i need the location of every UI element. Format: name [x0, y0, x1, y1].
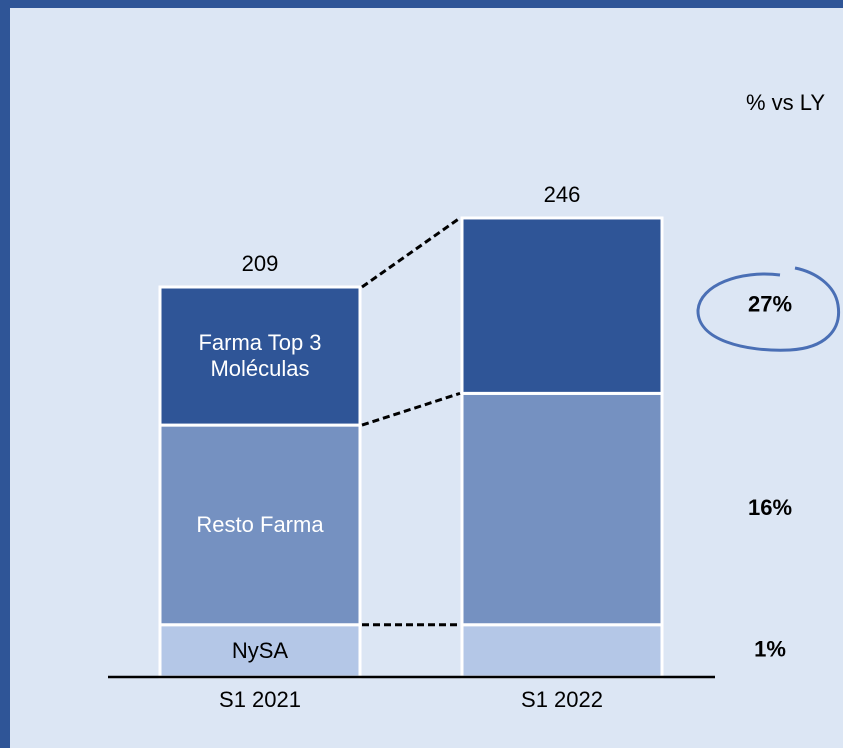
connector: [361, 216, 461, 289]
x-tick-label: S1 2022: [521, 687, 603, 712]
segment-label: Resto Farma: [196, 511, 324, 537]
highlight-circle: [696, 266, 841, 352]
change-label: 16%: [748, 495, 792, 520]
change-label: 1%: [754, 637, 786, 662]
segment-label: Farma Top 3 Moléculas: [198, 330, 322, 382]
bar-segment: [158, 285, 362, 427]
change-label: 27%: [748, 291, 792, 316]
change-header: % vs LY: [746, 90, 825, 115]
total-label: 209: [242, 251, 279, 276]
frame-border-top: [0, 0, 843, 8]
x-tick-label: S1 2021: [219, 687, 301, 712]
total-label: 246: [544, 182, 581, 207]
bar-segment: [460, 391, 664, 627]
bar-segment: [460, 216, 664, 395]
connector: [361, 391, 461, 427]
bar-segment: [158, 423, 362, 627]
bar-segment: [460, 623, 664, 679]
frame-border-left: [0, 0, 10, 748]
segment-label: NySA: [231, 637, 289, 663]
